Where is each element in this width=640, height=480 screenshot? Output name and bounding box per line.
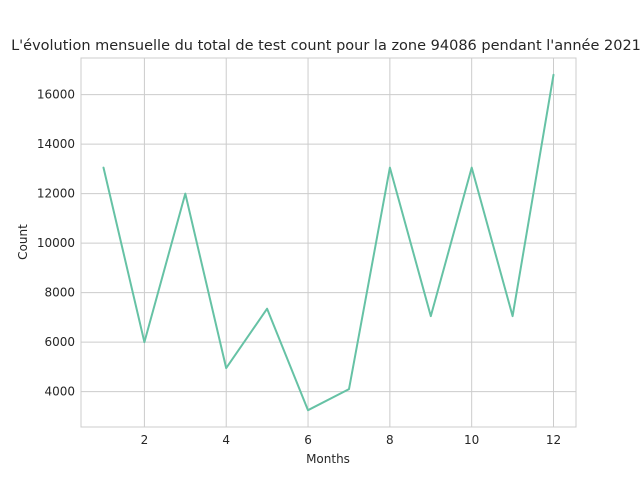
chart-title: L'évolution mensuelle du total de test c… — [11, 38, 640, 54]
x-axis-label: Months — [306, 452, 350, 466]
x-axis-ticks: 2 4 6 8 10 12 — [141, 433, 562, 447]
series-line — [102, 73, 555, 412]
y-tick-label: 14000 — [37, 137, 75, 151]
y-tick-label: 16000 — [37, 88, 75, 102]
x-tick-label: 8 — [386, 433, 394, 447]
y-tick-label: 6000 — [44, 335, 75, 349]
y-tick-label: 10000 — [37, 236, 75, 250]
plot-area — [80, 57, 577, 428]
x-tick-label: 12 — [546, 433, 561, 447]
y-axis-label: Count — [16, 224, 30, 260]
y-tick-label: 4000 — [44, 385, 75, 399]
series-layer — [102, 73, 555, 412]
y-tick-label: 8000 — [44, 286, 75, 300]
x-tick-label: 2 — [141, 433, 149, 447]
y-tick-label: 12000 — [37, 187, 75, 201]
x-tick-label: 10 — [464, 433, 479, 447]
y-axis-ticks: 4000 6000 8000 10000 12000 14000 16000 — [37, 88, 75, 399]
grid-lines — [81, 58, 576, 427]
x-tick-label: 6 — [304, 433, 312, 447]
x-tick-label: 4 — [222, 433, 230, 447]
